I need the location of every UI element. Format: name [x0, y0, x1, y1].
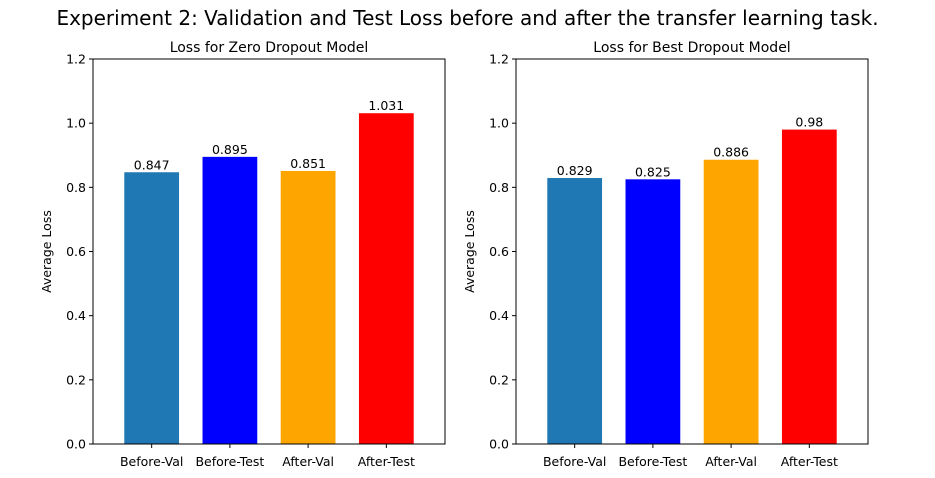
y-tick-label: 1.0	[66, 116, 86, 131]
bar-value-label: 1.031	[368, 98, 404, 113]
chart-best-dropout: 0.829 0.825 0.886 0.98 0.0 0.2 0.4 0.6 0.8 1.0 1.2…	[462, 40, 869, 469]
y-tick-label: 0.0	[489, 437, 509, 452]
x-tick-label: After-Val	[282, 454, 334, 469]
chart-zero-dropout: 0.847 0.895 0.851 1.031 0.0 0.2 0.4 0.6 0.8 1.0 1.…	[39, 40, 446, 469]
bar	[202, 156, 258, 444]
bar	[124, 172, 180, 445]
bar-value-label: 0.886	[713, 145, 749, 160]
bar-value-label: 0.98	[795, 115, 823, 130]
x-tick-label: After-Test	[781, 454, 838, 469]
bar	[625, 179, 681, 444]
chart-title: Loss for Best Dropout Model	[593, 40, 790, 56]
bar-value-label: 0.895	[212, 142, 248, 157]
x-tick-label: Before-Val	[543, 454, 606, 469]
x-tick-label: Before-Val	[120, 454, 183, 469]
chart-title: Loss for Zero Dropout Model	[170, 40, 369, 56]
y-tick-label: 0.0	[66, 437, 86, 452]
bar-value-label: 0.825	[635, 164, 671, 179]
y-axis-label: Average Loss	[39, 210, 54, 293]
bar	[358, 113, 414, 445]
bar-value-label: 0.851	[290, 156, 326, 171]
y-tick-label: 1.0	[489, 116, 509, 131]
figure-title: Experiment 2: Validation and Test Loss b…	[56, 6, 879, 30]
bar	[547, 178, 603, 444]
y-tick-label: 1.2	[66, 52, 86, 67]
y-tick-label: 0.4	[489, 308, 509, 323]
x-tick-label: Before-Test	[195, 454, 264, 469]
y-tick-label: 0.8	[489, 180, 509, 195]
x-tick-label: Before-Test	[618, 454, 687, 469]
bar-value-label: 0.829	[557, 163, 593, 178]
y-tick-label: 1.2	[489, 52, 509, 67]
y-tick-label: 0.2	[66, 372, 86, 387]
y-axis-label: Average Loss	[462, 210, 477, 293]
y-tick-label: 0.8	[66, 180, 86, 195]
bar-value-label: 0.847	[134, 157, 170, 172]
y-tick-label: 0.6	[489, 244, 509, 259]
bar	[781, 129, 837, 445]
bar	[703, 159, 759, 444]
x-tick-label: After-Val	[705, 454, 757, 469]
y-tick-label: 0.6	[66, 244, 86, 259]
x-tick-label: After-Test	[358, 454, 415, 469]
bar	[280, 170, 336, 445]
y-tick-label: 0.4	[66, 308, 86, 323]
y-tick-label: 0.2	[489, 372, 509, 387]
